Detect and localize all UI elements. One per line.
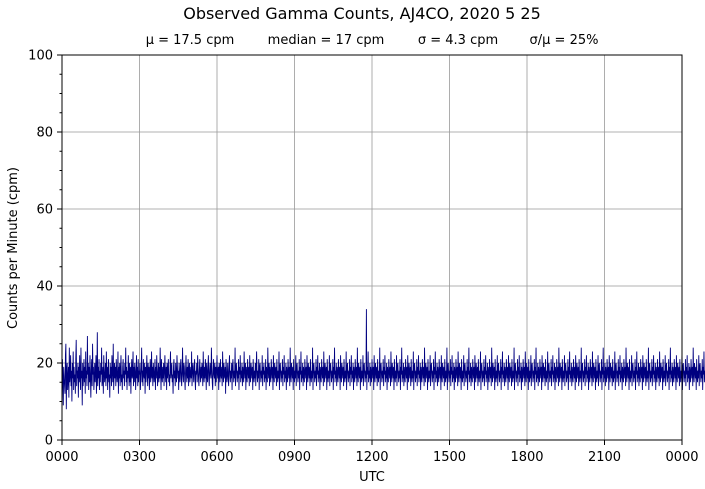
x-tick-label-1: 0300 <box>123 450 156 465</box>
x-axis-label: UTC <box>359 470 385 485</box>
x-tick-label-2: 0600 <box>200 450 233 465</box>
tick-labels: 0000 0300 0600 0900 1200 1500 1800 2100 00000204… <box>28 49 698 466</box>
x-tick-label-3: 0900 <box>278 450 311 465</box>
y-axis-label: Counts per Minute (cpm) <box>6 167 21 329</box>
ticks <box>57 54 683 445</box>
x-tick-label-4: 1200 <box>355 450 388 465</box>
x-tick-label-0: 0000 <box>45 450 78 465</box>
y-tick-label-5: 100 <box>28 49 53 64</box>
stat-median: median = 17 cpm <box>268 33 385 48</box>
stats-line: μ = 17.5 cpm median = 17 cpm σ = 4.3 cpm… <box>146 33 599 48</box>
y-tick-label-2: 40 <box>36 280 53 295</box>
y-tick-label-0: 0 <box>45 434 53 449</box>
stat-sigma: σ = 4.3 cpm <box>418 33 498 48</box>
stat-cv: σ/μ = 25% <box>530 33 599 48</box>
x-tick-label-6: 1800 <box>510 450 543 465</box>
y-tick-label-4: 80 <box>36 126 53 141</box>
grid <box>62 55 682 440</box>
y-tick-label-3: 60 <box>36 203 53 218</box>
series-layer <box>61 309 705 410</box>
x-tick-label-7: 2100 <box>588 450 621 465</box>
series-line-0 <box>61 309 705 410</box>
stat-mean: μ = 17.5 cpm <box>146 33 235 48</box>
x-tick-label-5: 1500 <box>433 450 466 465</box>
y-tick-label-1: 20 <box>36 357 53 372</box>
x-tick-label-8: 0000 <box>665 450 698 465</box>
chart-title: Observed Gamma Counts, AJ4CO, 2020 5 25 <box>183 4 541 23</box>
